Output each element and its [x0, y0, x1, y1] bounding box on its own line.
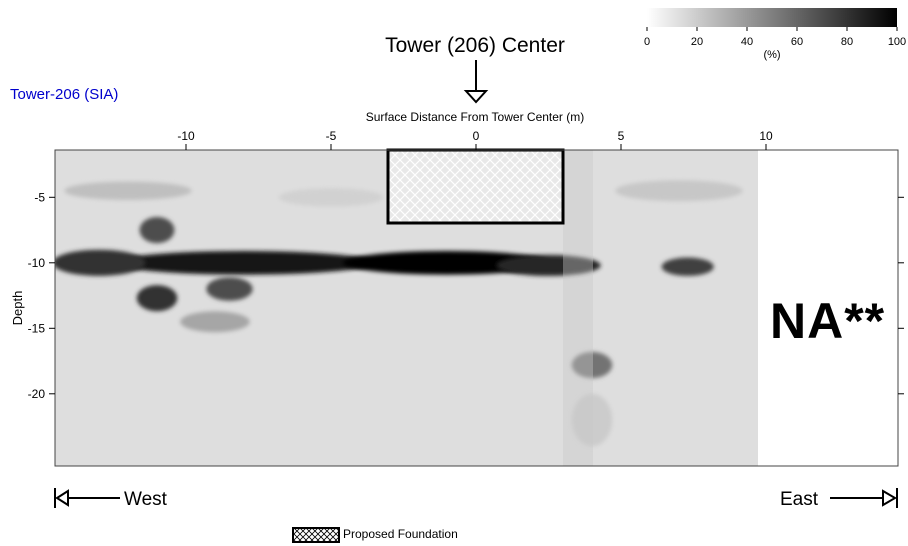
anomaly-6 [136, 285, 178, 312]
proposed-foundation-box [386, 148, 565, 225]
anomaly-9 [571, 351, 613, 379]
anomaly-4 [55, 249, 146, 276]
x-tick-label: -10 [177, 129, 195, 143]
west-label: West [124, 489, 167, 510]
vertical-band [563, 150, 593, 466]
anomaly-2 [496, 254, 601, 276]
anomaly-10 [64, 181, 192, 200]
x-tick-label: -5 [326, 129, 337, 143]
x-axis-title: Surface Distance From Tower Center (m) [365, 110, 585, 124]
anomaly-3 [661, 257, 714, 276]
anomaly-11 [278, 188, 384, 207]
x-tick-label: 5 [618, 129, 625, 143]
east-label: East [780, 489, 819, 510]
section-title: Tower-206 (SIA) [10, 86, 119, 103]
y-tick-label: -5 [34, 190, 45, 204]
x-tick-label: 10 [759, 129, 773, 143]
anomaly-13 [571, 393, 613, 447]
west-arrow-icon [54, 488, 120, 508]
east-arrow-icon [830, 488, 898, 508]
y-tick-label: -10 [28, 256, 46, 270]
anomaly-0 [113, 251, 375, 275]
tower-center-arrow-icon [463, 60, 489, 104]
legend-foundation-swatch [292, 527, 340, 543]
anomaly-12 [615, 180, 743, 202]
legend-label: Proposed Foundation [343, 527, 458, 541]
y-tick-label: -15 [28, 321, 46, 335]
y-tick-label: -20 [28, 387, 46, 401]
y-axis-title: Depth [10, 291, 25, 326]
y-axis: -5 -10 -15 -20 [28, 190, 904, 401]
anomaly-7 [206, 277, 253, 301]
tower-center-title: Tower (206) Center [385, 34, 565, 57]
heatmap-anomalies [55, 180, 743, 447]
x-tick-label: 0 [473, 129, 480, 143]
x-axis: -10 -5 0 5 10 [177, 129, 773, 150]
anomaly-8 [180, 311, 250, 333]
anomaly-5 [139, 216, 175, 244]
na-label: NA** [770, 293, 886, 349]
